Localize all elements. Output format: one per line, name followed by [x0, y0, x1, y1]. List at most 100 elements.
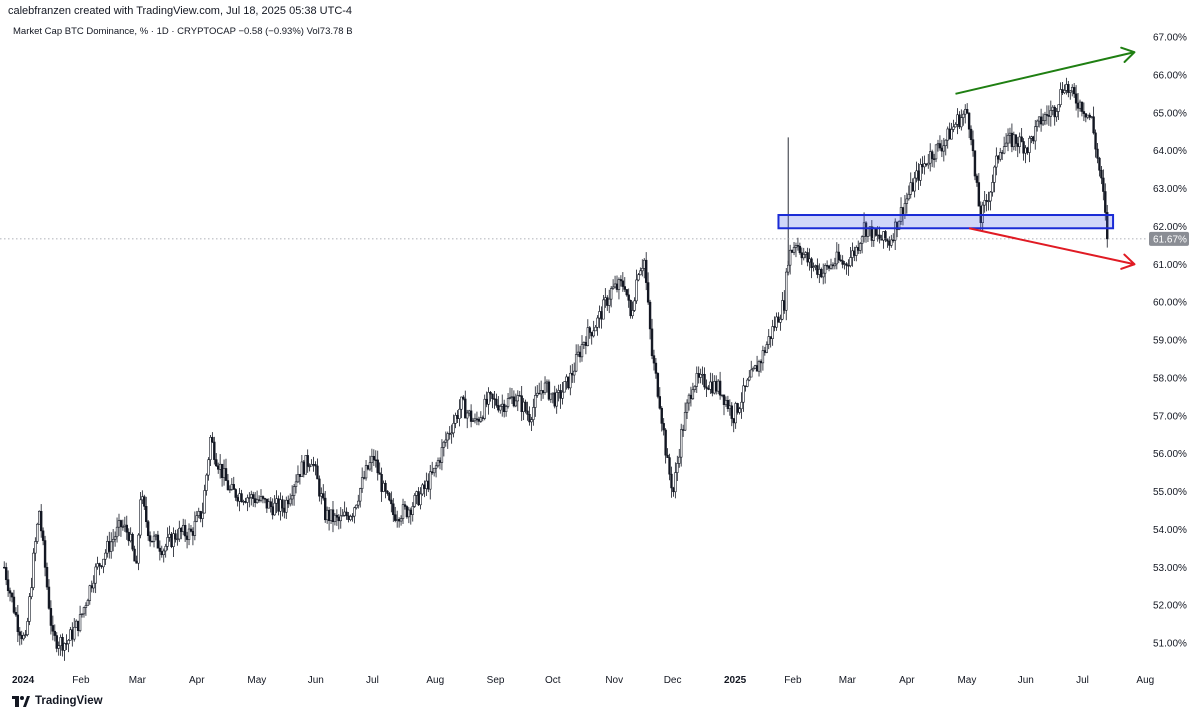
candle: [541, 390, 545, 399]
tradingview-brand[interactable]: TradingView: [12, 695, 103, 707]
candle: [722, 394, 726, 416]
candle: [137, 533, 140, 571]
candle: [740, 392, 743, 419]
candle: [715, 375, 718, 395]
candle: [113, 531, 117, 547]
candle: [646, 272, 650, 305]
candle: [724, 396, 728, 407]
symbol-info: Market Cap BTC Dominance, % · 1D · CRYPT…: [13, 26, 353, 37]
candle: [823, 263, 827, 284]
candle: [707, 385, 710, 391]
chart-credit: calebfranzen created with TradingView.co…: [8, 5, 353, 17]
candle: [687, 393, 691, 411]
candle: [174, 529, 177, 543]
candle: [195, 510, 199, 523]
candle: [158, 540, 162, 561]
candle: [55, 632, 58, 653]
candle: [919, 158, 922, 186]
candle: [392, 498, 395, 522]
candle: [588, 326, 591, 339]
candle: [701, 366, 704, 385]
x-tick-label: Nov: [605, 675, 623, 686]
x-tick-label: Jul: [366, 675, 379, 686]
candle: [676, 455, 679, 482]
candle: [205, 473, 208, 496]
candle: [320, 487, 323, 505]
candle: [759, 359, 763, 373]
candle: [658, 387, 662, 410]
candle: [28, 592, 31, 626]
candle: [467, 409, 471, 417]
candle: [872, 226, 875, 247]
candle: [397, 517, 401, 528]
candle: [860, 235, 864, 254]
candle: [253, 492, 257, 508]
candle: [730, 402, 733, 427]
candle: [382, 480, 385, 493]
candle: [820, 267, 823, 279]
candle: [522, 398, 525, 421]
candle: [146, 519, 150, 541]
candle: [469, 404, 473, 428]
candle: [549, 393, 553, 403]
candle: [499, 404, 502, 414]
candle: [357, 494, 360, 509]
candle: [720, 394, 724, 398]
candle: [236, 494, 239, 507]
candle: [1043, 111, 1047, 126]
candle: [181, 518, 185, 536]
candle: [751, 366, 755, 372]
candle: [170, 531, 173, 549]
candle: [510, 387, 514, 404]
candle: [1106, 204, 1109, 248]
candle: [1096, 143, 1099, 164]
candle: [353, 506, 356, 524]
candle: [335, 509, 339, 526]
lower-low-arrow[interactable]: [968, 227, 1136, 270]
candle: [792, 242, 796, 256]
candle: [716, 379, 720, 395]
candle: [571, 363, 574, 383]
candle: [94, 563, 97, 594]
candle: [473, 413, 477, 424]
candle: [991, 174, 994, 197]
candle: [633, 297, 636, 312]
support-zone-rect[interactable]: [777, 214, 1115, 230]
candle: [1010, 123, 1014, 153]
candle: [913, 171, 916, 198]
candle: [573, 362, 576, 383]
candle: [454, 412, 457, 429]
candle: [940, 139, 944, 158]
candle: [907, 185, 911, 201]
tradingview-wordmark: TradingView: [35, 695, 103, 707]
candle: [818, 263, 821, 284]
candle: [1076, 92, 1080, 118]
candle: [1028, 135, 1031, 163]
candle: [592, 320, 595, 338]
candle: [808, 248, 811, 271]
candle: [148, 531, 152, 547]
x-tick-label: May: [957, 675, 976, 686]
candle: [255, 490, 259, 504]
candle: [726, 395, 730, 412]
candle: [1071, 84, 1074, 97]
candle: [936, 139, 940, 152]
candle: [1065, 77, 1068, 95]
candle: [536, 385, 539, 398]
candle: [833, 257, 837, 270]
symbol-volume: Vol73.78 B: [306, 26, 353, 37]
candle: [681, 424, 685, 437]
candle: [1047, 105, 1051, 126]
higher-high-arrow[interactable]: [955, 46, 1136, 95]
candle: [324, 490, 327, 523]
candle: [226, 474, 230, 491]
candle: [166, 527, 169, 551]
candle: [18, 627, 21, 646]
candle: [446, 431, 449, 449]
candle: [683, 402, 687, 432]
candle: [26, 617, 29, 637]
candle: [65, 634, 68, 650]
candle: [444, 431, 448, 447]
candle: [952, 119, 955, 133]
